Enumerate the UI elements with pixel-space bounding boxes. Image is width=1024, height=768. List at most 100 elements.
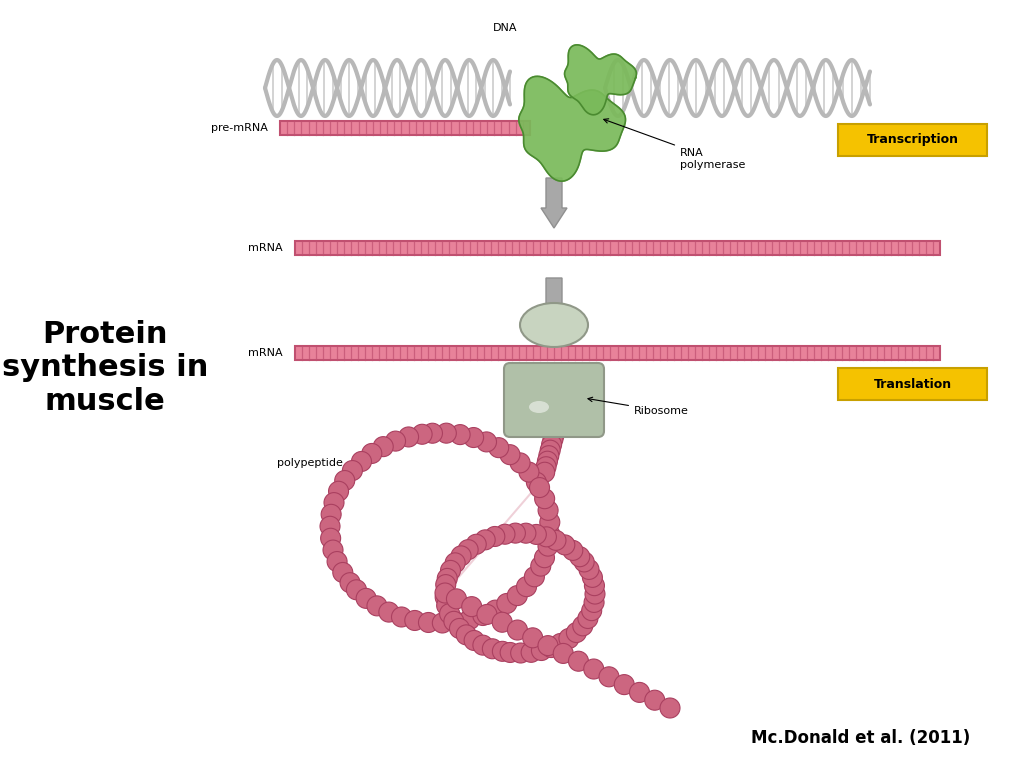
Circle shape: [543, 429, 563, 449]
Circle shape: [324, 492, 344, 512]
Bar: [280, 121, 530, 135]
Circle shape: [521, 642, 541, 662]
Circle shape: [404, 611, 425, 631]
Circle shape: [446, 589, 467, 609]
Circle shape: [342, 461, 362, 481]
Circle shape: [450, 618, 469, 638]
Circle shape: [446, 612, 466, 632]
Circle shape: [568, 651, 589, 671]
Circle shape: [542, 637, 561, 657]
FancyBboxPatch shape: [504, 363, 604, 437]
Circle shape: [540, 525, 560, 545]
Circle shape: [473, 605, 493, 625]
Circle shape: [500, 445, 520, 465]
Circle shape: [419, 612, 438, 633]
Circle shape: [510, 453, 530, 473]
Circle shape: [506, 523, 525, 543]
Text: polypeptide: polypeptide: [278, 458, 343, 468]
Circle shape: [540, 512, 560, 532]
Circle shape: [458, 540, 478, 560]
Circle shape: [537, 457, 556, 477]
Circle shape: [535, 488, 555, 508]
Circle shape: [574, 552, 594, 572]
Circle shape: [524, 567, 545, 587]
Circle shape: [351, 452, 372, 472]
Circle shape: [500, 643, 520, 663]
Circle shape: [553, 644, 573, 664]
Circle shape: [529, 478, 550, 498]
Circle shape: [541, 440, 560, 460]
FancyBboxPatch shape: [838, 124, 987, 156]
Circle shape: [445, 553, 465, 573]
Circle shape: [538, 500, 558, 521]
Circle shape: [555, 535, 574, 555]
Circle shape: [439, 604, 460, 624]
Text: RNA
polymerase: RNA polymerase: [604, 119, 745, 170]
Polygon shape: [519, 76, 626, 181]
Circle shape: [544, 425, 564, 445]
Circle shape: [464, 428, 483, 448]
Circle shape: [578, 608, 598, 628]
Circle shape: [412, 424, 432, 444]
Circle shape: [660, 698, 680, 718]
Circle shape: [582, 601, 602, 621]
Circle shape: [507, 585, 527, 606]
Circle shape: [526, 525, 547, 545]
Circle shape: [322, 505, 341, 525]
Circle shape: [432, 613, 453, 633]
Ellipse shape: [520, 303, 588, 347]
Circle shape: [511, 643, 530, 663]
Circle shape: [538, 536, 558, 556]
Circle shape: [508, 620, 527, 640]
Circle shape: [519, 462, 539, 482]
Circle shape: [398, 427, 419, 447]
Circle shape: [473, 635, 493, 655]
Circle shape: [323, 540, 343, 560]
Circle shape: [327, 551, 347, 571]
Circle shape: [516, 523, 536, 543]
Circle shape: [583, 568, 602, 588]
Circle shape: [333, 562, 353, 582]
Circle shape: [522, 627, 543, 648]
Circle shape: [367, 596, 387, 616]
Circle shape: [391, 607, 412, 627]
Circle shape: [546, 531, 566, 551]
Circle shape: [335, 471, 354, 491]
Text: DNA: DNA: [493, 23, 517, 33]
Circle shape: [379, 602, 398, 622]
Circle shape: [475, 530, 496, 550]
Circle shape: [460, 610, 480, 630]
Ellipse shape: [529, 401, 549, 413]
Circle shape: [464, 631, 484, 650]
Circle shape: [497, 594, 517, 614]
Circle shape: [645, 690, 665, 710]
Circle shape: [484, 527, 505, 547]
Circle shape: [488, 438, 509, 458]
Circle shape: [482, 639, 503, 659]
Circle shape: [346, 580, 367, 600]
Circle shape: [451, 425, 470, 445]
Circle shape: [569, 547, 590, 567]
Circle shape: [551, 634, 570, 654]
Circle shape: [440, 561, 461, 581]
Bar: [295, 241, 940, 255]
Circle shape: [630, 683, 649, 703]
Circle shape: [493, 612, 512, 632]
Circle shape: [321, 528, 341, 548]
Circle shape: [356, 588, 376, 608]
Circle shape: [566, 623, 587, 643]
Circle shape: [423, 423, 442, 443]
Text: mRNA: mRNA: [249, 243, 283, 253]
Circle shape: [585, 584, 605, 604]
Circle shape: [516, 577, 537, 597]
Circle shape: [579, 559, 599, 579]
Circle shape: [563, 541, 583, 561]
Text: Ribosome: Ribosome: [588, 397, 689, 416]
Circle shape: [340, 573, 360, 593]
Circle shape: [526, 472, 547, 492]
Circle shape: [537, 527, 556, 547]
FancyArrow shape: [541, 178, 567, 228]
Circle shape: [477, 604, 497, 624]
Circle shape: [538, 452, 557, 472]
Circle shape: [435, 588, 456, 607]
